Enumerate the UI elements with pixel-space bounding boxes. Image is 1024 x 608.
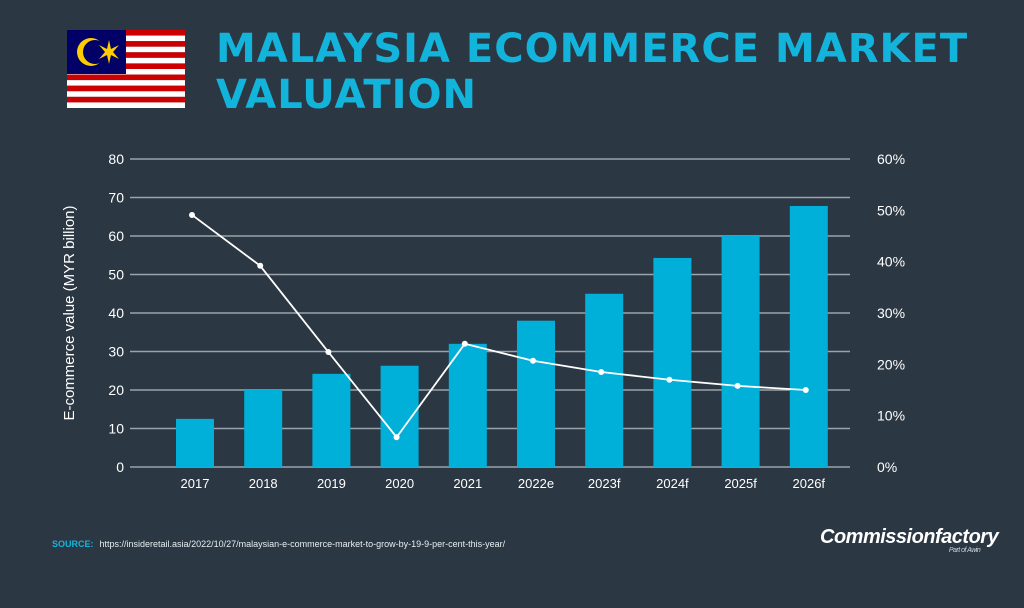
y2-tick-label: 40% [877,254,905,270]
source: SOURCE: https://insideretail.asia/2022/1… [52,539,570,551]
bar-2019 [312,373,351,467]
flag-stripe [67,80,185,86]
flag-stripe [67,74,185,81]
flag-stripe [67,91,185,97]
x-tick-label: 2018 [249,476,278,491]
bar-2017 [176,418,214,467]
bar-2025f [721,236,760,467]
growth-point-2024f [666,376,673,383]
bar-2021 [448,343,487,467]
y2-tick-label: 10% [877,408,905,424]
flag-stripe [67,102,185,108]
bar-2026f [789,205,828,467]
y-tick-label: 40 [108,305,124,321]
x-tick-label: 2023f [588,476,621,491]
growth-point-2019 [325,349,332,356]
y-tick-label: 30 [108,344,124,360]
growth-point-2026f [802,387,809,393]
x-tick-label: 2025f [724,476,757,491]
bar-2018 [244,390,283,467]
flag-stripe [67,96,185,103]
y2-tick-label: 50% [877,202,905,218]
growth-point-2017 [189,211,195,218]
logo-subtext: Part of Awin [948,547,981,554]
y-tick-label: 60 [108,228,124,244]
x-tick-label: 2026f [793,476,826,491]
y-tick-label: 20 [108,382,124,398]
growth-point-2023f [598,369,605,376]
logo-text: Commissionfactory [820,526,999,548]
flag-stripe [67,85,185,92]
y2-tick-label: 0% [877,459,897,475]
y2-tick-label: 60% [877,151,905,167]
bar-2023f [585,293,624,467]
source-link[interactable]: https://insideretail.asia/2022/10/27/mal… [99,539,506,549]
y-axis-label: E-commerce value (MYR billion) [61,205,78,420]
y-tick-label: 10 [108,421,124,437]
bar-2022e [517,320,555,467]
commissionfactory-logo: Commissionfactory Part of Awin [820,526,999,554]
y2-tick-label: 20% [877,356,905,372]
y-tick-label: 50 [108,267,124,283]
x-tick-label: 2019 [317,476,346,491]
growth-point-2018 [257,262,264,269]
source-label: SOURCE: [52,539,94,549]
y-tick-label: 80 [108,151,124,167]
malaysia-flag-icon [67,30,185,108]
growth-point-2020 [393,434,400,441]
page-title: MALAYSIA ECOMMERCE MARKET VALUATION [216,26,969,118]
x-tick-label: 2020 [385,476,414,491]
y2-tick-label: 30% [877,305,905,321]
bar-2024f [653,257,692,467]
growth-point-2021 [461,340,468,347]
growth-line [191,214,806,439]
x-tick-label: 2022e [518,476,554,491]
growth-point-2022e [530,357,536,364]
x-tick-label: 2024f [656,476,689,491]
x-tick-label: 2021 [453,476,482,491]
y-tick-label: 70 [108,190,124,206]
x-tick-label: 2017 [181,476,210,491]
growth-point-2025f [734,382,741,389]
y-tick-label: 0 [116,459,124,475]
